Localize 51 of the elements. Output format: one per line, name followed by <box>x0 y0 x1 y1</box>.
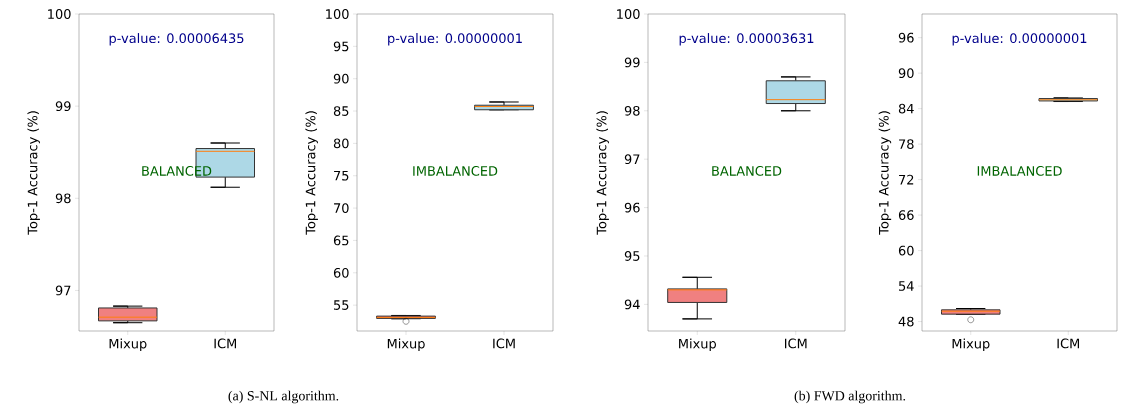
x-tick-label: Mixup <box>952 338 990 352</box>
x-tick-label: ICM <box>1057 338 1080 349</box>
x-tick-label: ICM <box>785 338 807 349</box>
y-tick-label: 94 <box>624 299 640 310</box>
y-tick-label: 97 <box>55 285 71 296</box>
y-tick-label: 84 <box>898 103 914 114</box>
y-tick-label: 54 <box>899 281 914 291</box>
y-tick-label: 98 <box>624 105 640 116</box>
y-axis-title: Top-1 Accuracy (%) <box>305 111 318 235</box>
y-tick-label: 60 <box>333 267 349 278</box>
y-tick-label: 96 <box>624 202 640 213</box>
y-axis-title: Top-1 Accuracy (%) <box>596 111 609 235</box>
y-tick-label: 98 <box>55 193 71 204</box>
y-tick-label: 90 <box>898 68 914 79</box>
y-tick-label: 48 <box>898 316 914 327</box>
y-tick-label: 99 <box>55 101 71 112</box>
y-tick-label: 96 <box>898 32 914 43</box>
y-tick-label: 60 <box>898 245 914 256</box>
y-tick-label: 66 <box>898 210 914 220</box>
y-axis-title: Top-1 Accuracy (%) <box>27 111 40 235</box>
y-tick-label: 90 <box>333 73 349 84</box>
text: (b) FWD algorithm. <box>794 390 906 404</box>
annotation: p-value: 0.00003631 <box>679 33 814 46</box>
x-tick-label: Mixup <box>679 338 716 352</box>
y-tick-label: 100 <box>617 9 640 19</box>
y-tick-label: 75 <box>334 170 349 181</box>
y-tick-label: 100 <box>48 9 71 19</box>
x-tick-label: ICM <box>214 338 236 349</box>
annotation: p-value: 0.00006435 <box>109 33 244 46</box>
annotation: IMBALANCED <box>413 166 498 176</box>
y-tick-label: 95 <box>333 41 349 52</box>
annotation: p-value: 0.00000001 <box>952 33 1087 46</box>
y-tick-label: 78 <box>899 139 914 150</box>
y-tick-label: 65 <box>333 235 349 246</box>
x-tick-label: Mixup <box>387 338 425 352</box>
y-tick-label: 70 <box>334 203 349 213</box>
y-tick-label: 55 <box>334 300 349 310</box>
x-tick-label: ICM <box>493 338 515 349</box>
y-axis-title: Top-1 Accuracy (%) <box>878 111 892 235</box>
y-tick-label: 85 <box>333 106 349 116</box>
y-tick-label: 99 <box>624 57 640 68</box>
y-tick-label: 72 <box>899 174 914 185</box>
y-tick-label: 97 <box>624 154 640 165</box>
y-tick-label: 95 <box>624 251 640 261</box>
y-tick-label: 80 <box>333 138 349 149</box>
y-tick-label: 100 <box>326 9 349 19</box>
annotation: IMBALANCED <box>977 166 1062 176</box>
annotation: p-value: 0.00000001 <box>388 33 522 46</box>
x-tick-label: Mixup <box>109 338 147 352</box>
text: (a) S-NL algorithm. <box>228 390 339 404</box>
annotation: BALANCED <box>712 166 782 176</box>
